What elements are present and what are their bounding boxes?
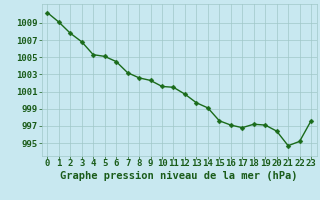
X-axis label: Graphe pression niveau de la mer (hPa): Graphe pression niveau de la mer (hPa) bbox=[60, 171, 298, 181]
